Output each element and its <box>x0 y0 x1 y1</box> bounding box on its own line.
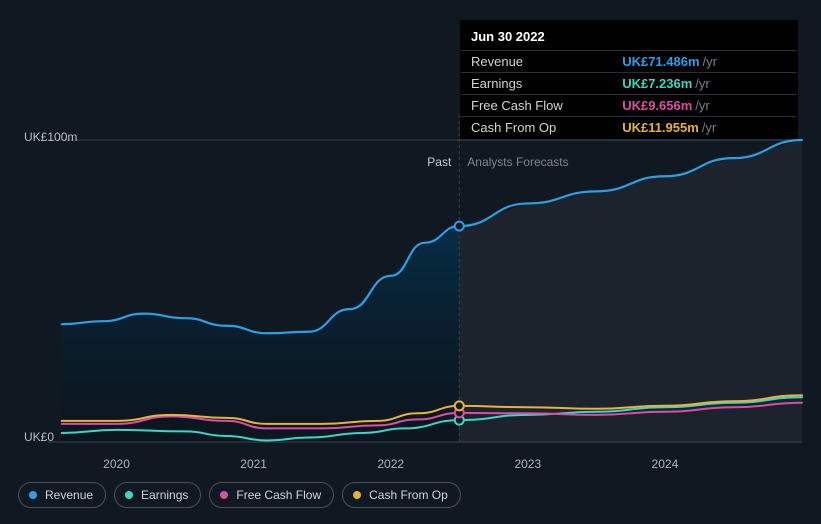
y-axis-top-label: UK£100m <box>24 130 77 144</box>
y-axis-bottom-label: UK£0 <box>24 430 54 444</box>
tooltip-metric-label: Earnings <box>461 73 612 95</box>
tooltip-row: RevenueUK£71.486m/yr <box>461 51 797 73</box>
x-tick: 2020 <box>103 457 130 471</box>
tooltip-metric-label: Free Cash Flow <box>461 95 612 117</box>
chart-tooltip: Jun 30 2022 RevenueUK£71.486m/yrEarnings… <box>460 20 798 139</box>
tooltip-row: EarningsUK£7.236m/yr <box>461 73 797 95</box>
legend-toggle-earnings[interactable]: Earnings <box>114 482 201 508</box>
tooltip-metric-value: UK£11.955m/yr <box>612 117 797 139</box>
legend-label: Revenue <box>45 488 93 502</box>
tooltip-metric-label: Cash From Op <box>461 117 612 139</box>
tooltip-row: Cash From OpUK£11.955m/yr <box>461 117 797 139</box>
legend-label: Earnings <box>141 488 188 502</box>
x-tick: 2024 <box>652 457 679 471</box>
legend-label: Cash From Op <box>369 488 448 502</box>
legend-toggle-revenue[interactable]: Revenue <box>18 482 106 508</box>
x-tick: 2021 <box>240 457 267 471</box>
tooltip-metric-value: UK£71.486m/yr <box>612 51 797 73</box>
tooltip-title: Jun 30 2022 <box>461 27 797 50</box>
legend-dot-icon <box>353 491 361 499</box>
legend-row: Revenue Earnings Free Cash Flow Cash From O… <box>18 482 461 508</box>
legend-dot-icon <box>29 491 37 499</box>
x-tick: 2023 <box>514 457 541 471</box>
tooltip-row: Free Cash FlowUK£9.656m/yr <box>461 95 797 117</box>
legend-dot-icon <box>125 491 133 499</box>
legend-toggle-cfo[interactable]: Cash From Op <box>342 482 461 508</box>
tooltip-metric-value: UK£7.236m/yr <box>612 73 797 95</box>
legend-dot-icon <box>220 491 228 499</box>
forecast-region-label: Analysts Forecasts <box>467 155 568 169</box>
tooltip-metric-label: Revenue <box>461 51 612 73</box>
x-tick: 2022 <box>377 457 404 471</box>
past-region-label: Past <box>427 155 451 169</box>
tooltip-metric-value: UK£9.656m/yr <box>612 95 797 117</box>
legend-toggle-fcf[interactable]: Free Cash Flow <box>209 482 334 508</box>
legend-label: Free Cash Flow <box>236 488 321 502</box>
